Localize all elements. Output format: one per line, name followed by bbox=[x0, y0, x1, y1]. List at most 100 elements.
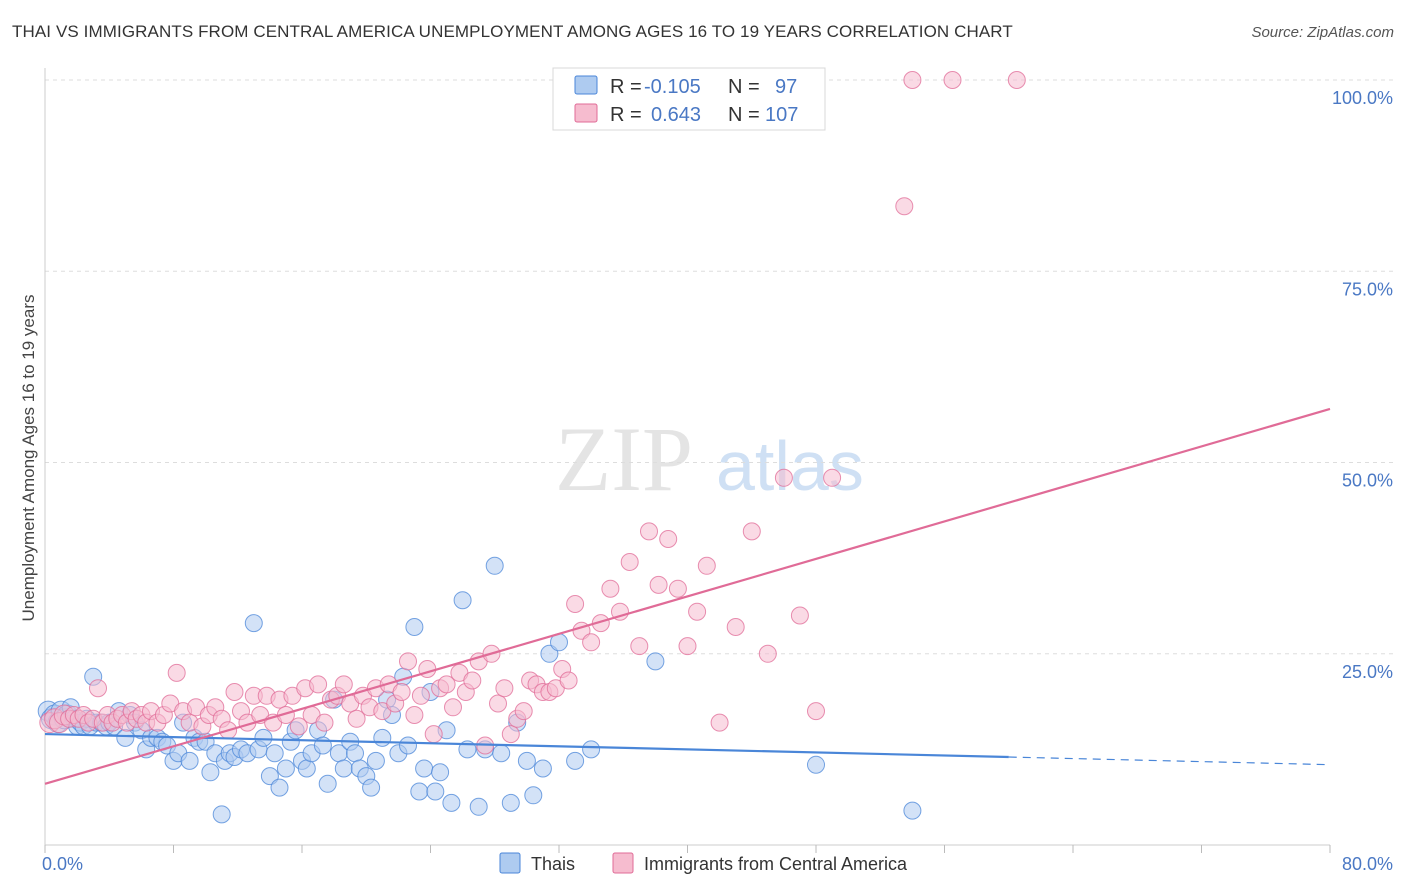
series-thais bbox=[37, 556, 922, 824]
data-point bbox=[260, 767, 279, 786]
data-point bbox=[442, 793, 461, 812]
data-point bbox=[710, 713, 729, 732]
bottom-legend-swatch-ca bbox=[612, 852, 634, 874]
legend-ca-n-label: N = bbox=[728, 104, 760, 126]
data-point bbox=[540, 644, 559, 663]
data-point bbox=[790, 606, 809, 625]
data-point bbox=[501, 793, 520, 812]
watermark-zip: ZIP bbox=[555, 408, 693, 510]
data-point bbox=[582, 740, 601, 759]
chart-title: THAI VS IMMIGRANTS FROM CENTRAL AMERICA … bbox=[12, 22, 1013, 41]
data-point bbox=[424, 725, 443, 744]
data-point bbox=[373, 728, 392, 747]
legend-thai-r-value: -0.105 bbox=[644, 76, 701, 98]
y-tick-label: 50.0% bbox=[1342, 471, 1393, 491]
data-point bbox=[415, 759, 434, 778]
trend-lines bbox=[44, 407, 1331, 785]
chart-source: Source: ZipAtlas.com bbox=[1251, 24, 1394, 41]
data-point bbox=[334, 759, 353, 778]
data-point bbox=[89, 679, 107, 698]
series-legend: Thais Immigrants from Central America bbox=[499, 852, 908, 874]
data-point bbox=[678, 637, 697, 656]
data-point bbox=[582, 633, 601, 652]
data-point bbox=[411, 686, 430, 705]
data-point bbox=[276, 759, 295, 778]
data-point bbox=[212, 805, 231, 824]
data-point bbox=[601, 579, 620, 598]
watermark-atlas: atlas bbox=[716, 427, 864, 505]
data-point bbox=[265, 744, 284, 763]
data-point bbox=[630, 637, 649, 656]
data-point bbox=[469, 797, 488, 816]
data-point bbox=[244, 614, 263, 633]
data-point bbox=[225, 683, 244, 701]
data-point bbox=[807, 755, 825, 774]
data-point bbox=[297, 759, 316, 778]
data-point bbox=[201, 763, 220, 782]
data-point bbox=[501, 725, 520, 744]
data-point bbox=[688, 602, 707, 621]
legend-ca-r-label: R = bbox=[610, 104, 642, 126]
data-point bbox=[895, 197, 914, 216]
data-point bbox=[309, 675, 328, 694]
data-point bbox=[426, 782, 445, 801]
data-point bbox=[315, 713, 334, 732]
legend-thai-n-label: N = bbox=[728, 76, 760, 98]
data-point bbox=[270, 778, 289, 797]
data-point bbox=[559, 671, 578, 690]
bottom-legend-swatch-thai bbox=[499, 852, 521, 874]
grid-lines bbox=[45, 79, 1395, 655]
data-point bbox=[823, 468, 842, 487]
x-tick-label-max: 80.0% bbox=[1342, 854, 1393, 874]
data-point bbox=[514, 702, 533, 721]
data-point bbox=[524, 786, 543, 805]
data-point bbox=[410, 782, 429, 801]
x-tick-labels: 0.0% 80.0% bbox=[42, 854, 1393, 874]
y-axis-label: Unemployment Among Ages 16 to 19 years bbox=[19, 295, 38, 622]
y-tick-label: 25.0% bbox=[1342, 662, 1393, 682]
legend-ca-r-value: 0.643 bbox=[651, 104, 701, 126]
data-point bbox=[392, 683, 411, 701]
data-point bbox=[649, 575, 668, 594]
data-point bbox=[347, 709, 366, 728]
y-tick-label: 75.0% bbox=[1342, 279, 1393, 299]
data-point bbox=[431, 763, 450, 782]
data-point bbox=[399, 736, 417, 755]
legend-swatch-thai bbox=[574, 75, 598, 95]
data-points bbox=[37, 71, 1026, 824]
data-point bbox=[620, 553, 639, 571]
data-point bbox=[167, 663, 186, 682]
data-point bbox=[453, 591, 472, 610]
data-point bbox=[346, 744, 364, 763]
trend-line-central-america bbox=[44, 407, 1331, 785]
y-tick-labels: 25.0% 50.0% 75.0% 100.0% bbox=[1332, 88, 1393, 682]
data-point bbox=[943, 71, 962, 89]
legend-swatch-ca bbox=[574, 103, 598, 123]
data-point bbox=[289, 717, 308, 736]
data-point bbox=[399, 652, 417, 671]
data-point bbox=[742, 522, 761, 541]
data-point bbox=[668, 579, 687, 598]
data-point bbox=[180, 751, 199, 770]
data-point bbox=[659, 530, 678, 548]
data-point bbox=[492, 744, 511, 763]
data-point bbox=[807, 702, 825, 721]
data-point bbox=[495, 679, 514, 698]
legend-thai-r-label: R = bbox=[610, 76, 642, 98]
data-point bbox=[517, 751, 536, 770]
x-tick-label-min: 0.0% bbox=[42, 854, 83, 874]
data-point bbox=[405, 618, 424, 636]
data-point bbox=[366, 751, 385, 770]
data-point bbox=[533, 759, 552, 778]
data-point bbox=[318, 774, 337, 793]
data-point bbox=[903, 71, 922, 89]
series-central-america bbox=[39, 71, 1026, 755]
legend-ca-n-value: 107 bbox=[765, 104, 798, 126]
data-point bbox=[646, 652, 665, 671]
data-point bbox=[726, 618, 745, 636]
data-point bbox=[437, 675, 456, 694]
y-tick-label: 100.0% bbox=[1332, 88, 1393, 108]
watermark: ZIP atlas bbox=[555, 408, 864, 510]
data-point bbox=[254, 728, 273, 747]
data-point bbox=[463, 671, 482, 690]
